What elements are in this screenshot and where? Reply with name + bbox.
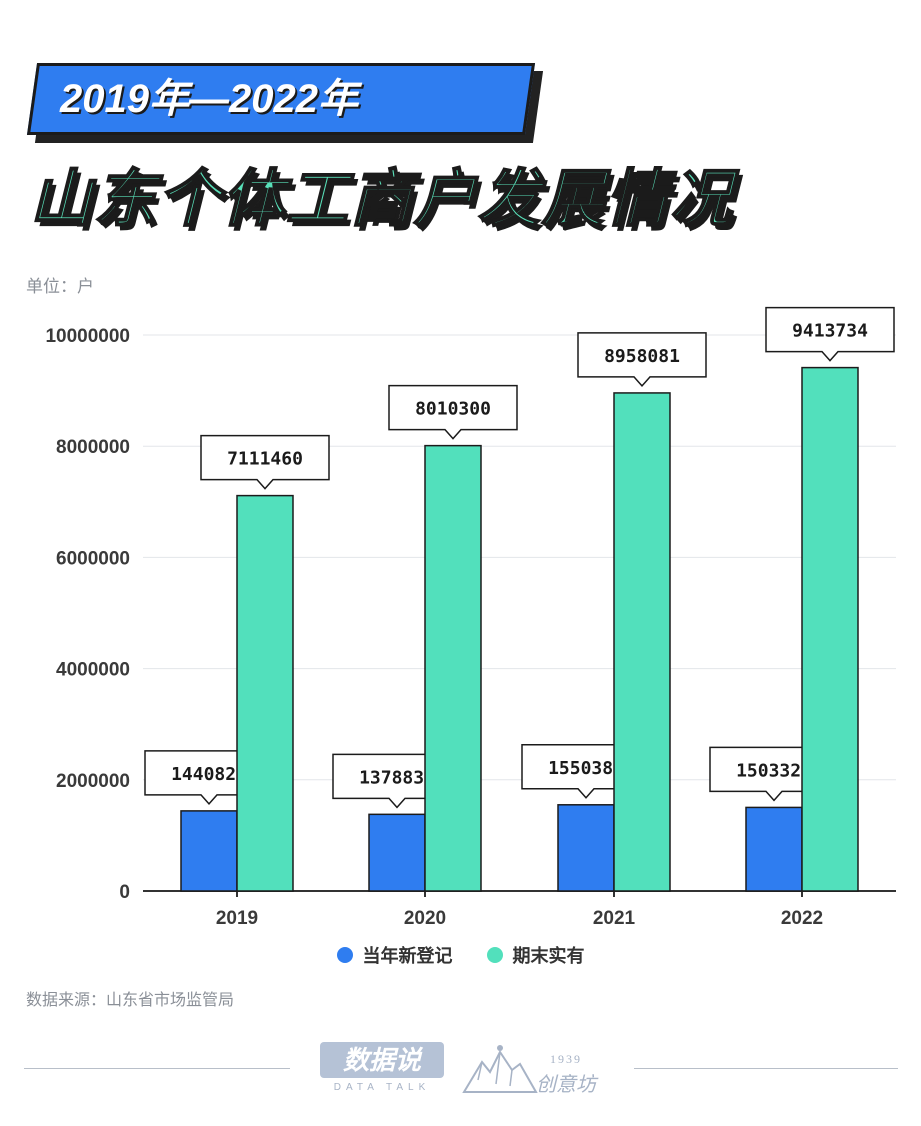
y-tick-label: 0 xyxy=(119,882,130,903)
data-label-callout xyxy=(577,332,707,388)
legend-item-total: 期末实有 xyxy=(486,942,585,968)
y-tick-label: 6000000 xyxy=(56,548,130,569)
legend-dot-new xyxy=(336,947,353,963)
bar-end-of-period xyxy=(801,366,859,892)
y-tick-label: 4000000 xyxy=(56,660,130,681)
data-label-callout xyxy=(388,384,518,440)
data-talk-logo-sub: DATA TALK xyxy=(333,1082,431,1093)
legend-label-new: 当年新登记 xyxy=(362,946,453,966)
data-label: 1440822 xyxy=(171,764,247,785)
data-talk-logo: 数据说 DATA TALK xyxy=(320,1042,444,1094)
legend-dot-total xyxy=(486,947,503,963)
footer-divider-right xyxy=(634,1068,898,1069)
legend-label-total: 期末实有 xyxy=(512,946,585,966)
mountain-icon xyxy=(462,1045,538,1093)
studio-logo: 1939 创意坊 xyxy=(460,1040,620,1096)
data-source: 数据来源：山东省市场监管局 xyxy=(26,992,235,1009)
x-tick-label: 2019 xyxy=(216,908,258,929)
title-banner: 2019年—2022年 xyxy=(26,63,544,143)
unit-label: 单位：户 xyxy=(26,277,94,296)
data-label: 1378839 xyxy=(359,767,435,788)
legend-item-new: 当年新登记 xyxy=(336,942,453,968)
data-label-callout xyxy=(200,434,330,490)
x-tick-label: 2020 xyxy=(404,908,446,929)
y-tick-label: 8000000 xyxy=(56,437,130,458)
bar-new-registration xyxy=(368,813,426,892)
data-talk-logo-mark: 数据说 xyxy=(320,1042,444,1078)
studio-logo-year: 1939 xyxy=(550,1052,582,1066)
studio-logo-name: 创意坊 xyxy=(536,1074,596,1096)
bar-end-of-period xyxy=(236,494,294,892)
chart-legend: 当年新登记 期末实有 xyxy=(0,942,921,968)
data-label: 7111460 xyxy=(227,449,303,470)
bar-chart: 0 2000000 4000000 6000000 8000000 10000000 201… xyxy=(45,306,896,929)
x-tick-label: 2021 xyxy=(593,908,636,929)
bar-end-of-period xyxy=(424,444,482,892)
page-title: 山东个体工商户发展情况 xyxy=(29,164,735,235)
bar-new-registration xyxy=(745,806,803,892)
footer-divider-left xyxy=(24,1068,290,1069)
bar-end-of-period xyxy=(613,392,671,892)
data-label: 1550382 xyxy=(548,758,624,779)
data-label: 1503328 xyxy=(736,760,812,781)
y-tick-label: 2000000 xyxy=(56,771,130,792)
x-tick-label: 2022 xyxy=(781,908,823,929)
data-label: 9413734 xyxy=(792,321,868,342)
data-label-callout xyxy=(765,306,895,362)
bar-new-registration xyxy=(180,810,238,892)
data-label: 8958081 xyxy=(604,346,680,367)
data-label: 8010300 xyxy=(415,399,491,420)
banner-text: 2019年—2022年 xyxy=(60,77,358,121)
bar-new-registration xyxy=(557,804,615,892)
y-tick-label: 10000000 xyxy=(45,326,130,347)
